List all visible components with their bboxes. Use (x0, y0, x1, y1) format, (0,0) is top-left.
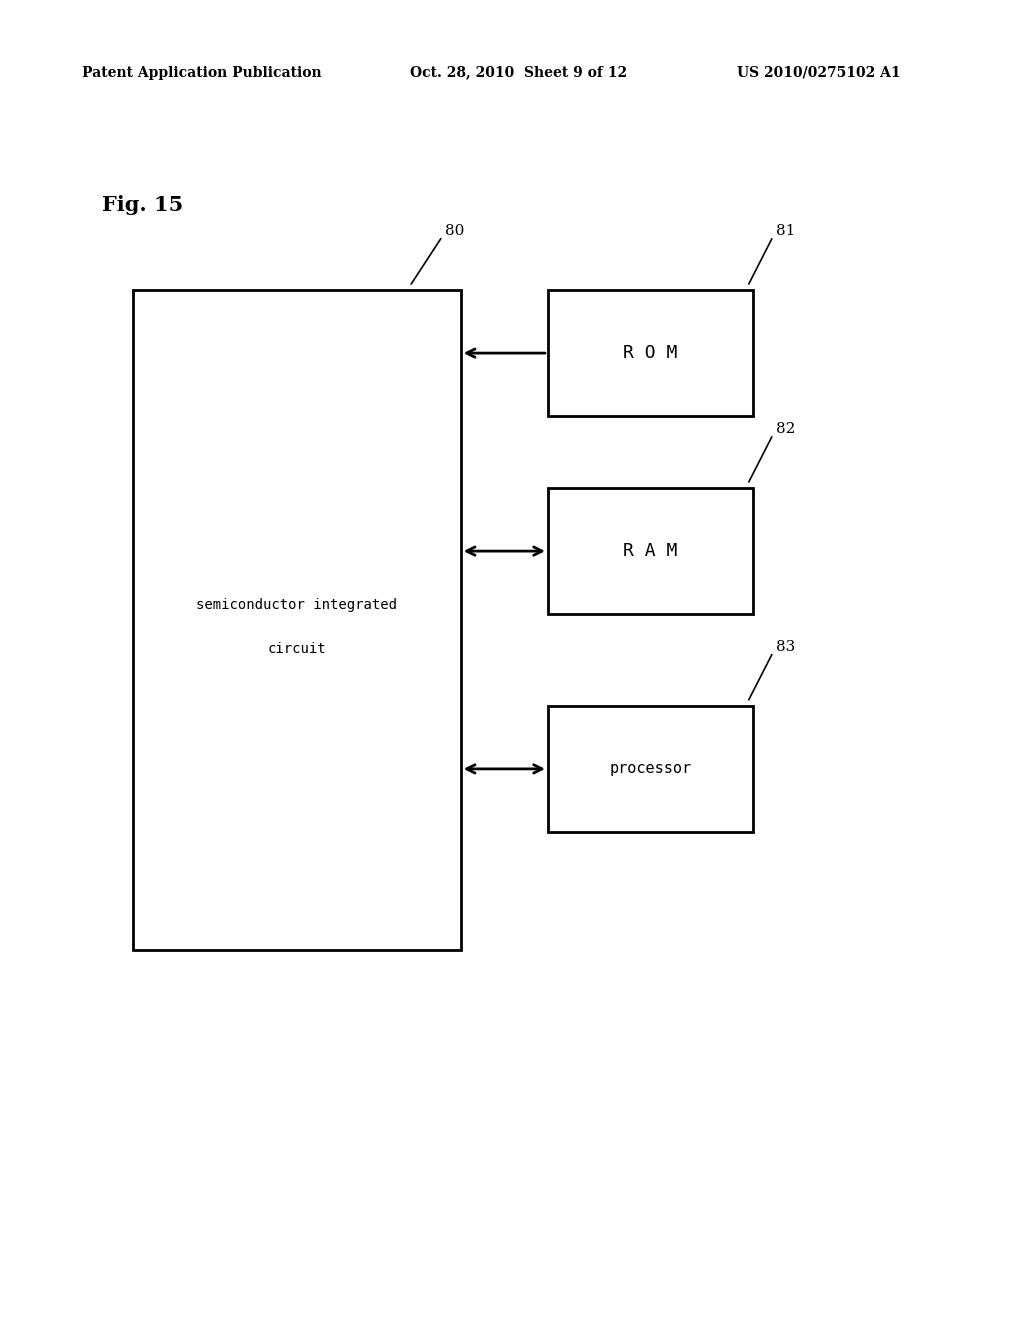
Bar (133, 290, 461, 950)
Text: R O M: R O M (623, 345, 678, 362)
Bar (548, 290, 753, 416)
Text: circuit: circuit (267, 643, 327, 656)
Text: Oct. 28, 2010  Sheet 9 of 12: Oct. 28, 2010 Sheet 9 of 12 (410, 66, 627, 79)
Bar (548, 488, 753, 614)
Text: Patent Application Publication: Patent Application Publication (82, 66, 322, 79)
Text: 81: 81 (776, 224, 796, 238)
Bar (548, 706, 753, 832)
Text: processor: processor (609, 762, 691, 776)
Text: US 2010/0275102 A1: US 2010/0275102 A1 (737, 66, 901, 79)
Text: R A M: R A M (623, 543, 678, 560)
Text: 82: 82 (776, 422, 796, 436)
Text: Fig. 15: Fig. 15 (102, 194, 183, 215)
Text: semiconductor integrated: semiconductor integrated (197, 598, 397, 611)
Text: 83: 83 (776, 640, 796, 653)
Text: 80: 80 (445, 224, 465, 238)
